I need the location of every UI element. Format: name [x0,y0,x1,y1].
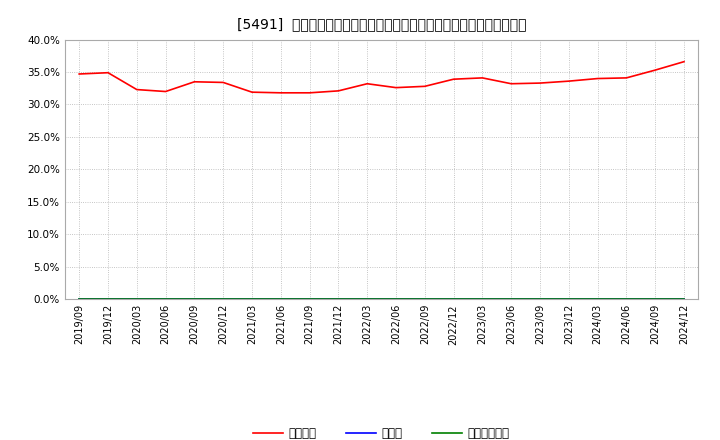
自己資本 [132,87,141,92]
繰延税金資産 [564,297,573,302]
のれん [104,297,112,302]
自己資本 [104,70,112,75]
自己資本 [507,81,516,86]
自己資本 [219,80,228,85]
のれん [564,297,573,302]
繰延税金資産 [305,297,314,302]
のれん [622,297,631,302]
のれん [680,297,688,302]
のれん [334,297,343,302]
自己資本 [276,90,285,95]
のれん [420,297,429,302]
繰延税金資産 [507,297,516,302]
繰延税金資産 [104,297,112,302]
のれん [132,297,141,302]
のれん [363,297,372,302]
繰延税金資産 [478,297,487,302]
繰延税金資産 [248,297,256,302]
繰延税金資産 [449,297,458,302]
自己資本 [75,71,84,77]
自己資本 [248,89,256,95]
繰延税金資産 [190,297,199,302]
のれん [276,297,285,302]
Line: 自己資本: 自己資本 [79,62,684,93]
繰延税金資産 [593,297,602,302]
のれん [161,297,170,302]
繰延税金資産 [75,297,84,302]
のれん [392,297,400,302]
Title: [5491]  自己資本、のれん、繰延税金資産の総資産に対する比率の推移: [5491] 自己資本、のれん、繰延税金資産の総資産に対する比率の推移 [237,18,526,32]
自己資本 [161,89,170,94]
のれん [651,297,660,302]
のれん [305,297,314,302]
繰延税金資産 [392,297,400,302]
自己資本 [190,79,199,84]
のれん [449,297,458,302]
繰延税金資産 [622,297,631,302]
繰延税金資産 [334,297,343,302]
自己資本 [622,75,631,81]
繰延税金資産 [363,297,372,302]
のれん [248,297,256,302]
のれん [190,297,199,302]
繰延税金資産 [219,297,228,302]
繰延税金資産 [132,297,141,302]
自己資本 [392,85,400,90]
のれん [536,297,544,302]
自己資本 [593,76,602,81]
自己資本 [680,59,688,64]
繰延税金資産 [651,297,660,302]
自己資本 [420,84,429,89]
繰延税金資産 [161,297,170,302]
のれん [593,297,602,302]
繰延税金資産 [276,297,285,302]
自己資本 [536,81,544,86]
繰延税金資産 [536,297,544,302]
のれん [219,297,228,302]
自己資本 [449,77,458,82]
自己資本 [564,78,573,84]
繰延税金資産 [680,297,688,302]
Legend: 自己資本, のれん, 繰延税金資産: 自己資本, のれん, 繰延税金資産 [248,422,515,440]
自己資本 [305,90,314,95]
自己資本 [363,81,372,86]
自己資本 [478,75,487,81]
のれん [478,297,487,302]
繰延税金資産 [420,297,429,302]
のれん [507,297,516,302]
自己資本 [651,67,660,73]
自己資本 [334,88,343,94]
のれん [75,297,84,302]
